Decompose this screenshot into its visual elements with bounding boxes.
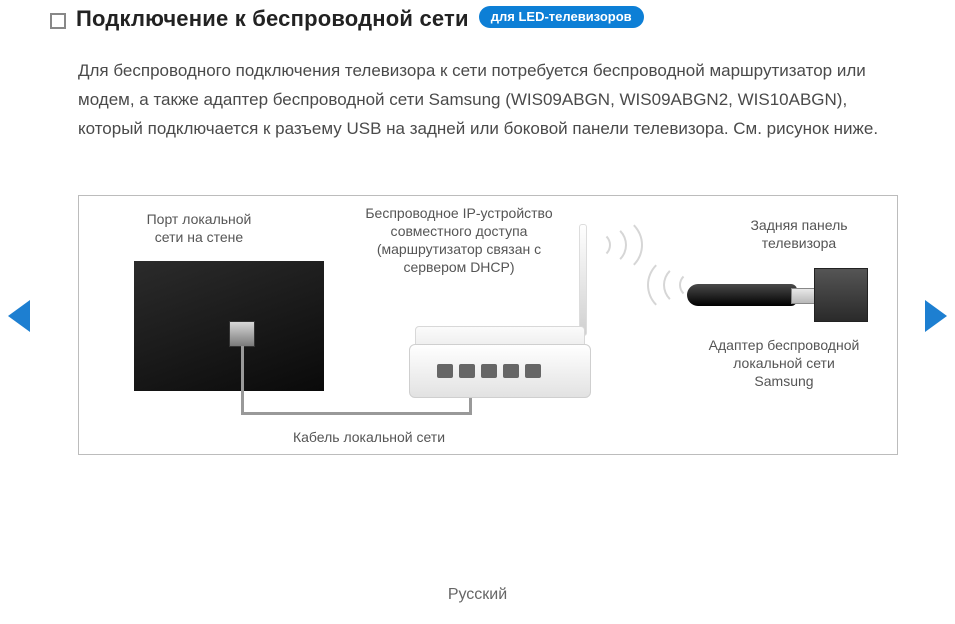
footer-language: Русский [0, 586, 955, 604]
label-router: Беспроводное IP-устройствосовместного до… [329, 204, 589, 276]
bullet-icon [50, 13, 66, 29]
intro-paragraph: Для беспроводного подключения телевизора… [78, 56, 898, 143]
lan-port-icon [229, 321, 255, 347]
led-tv-badge: для LED-телевизоров [479, 6, 644, 28]
label-cable: Кабель локальной сети [259, 428, 479, 446]
cable-segment [241, 412, 471, 415]
connection-diagram: Порт локальнойсети на стене Беспроводное… [78, 195, 898, 455]
usb-adapter-graphic [687, 284, 797, 306]
nav-next-button[interactable] [925, 300, 947, 332]
label-tv-rear: Задняя панельтелевизора [719, 216, 879, 252]
section-header: Подключение к беспроводной сети для LED-… [50, 6, 925, 32]
label-adapter: Адаптер беспроводнойлокальной сетиSamsun… [689, 336, 879, 390]
nav-prev-button[interactable] [8, 300, 30, 332]
label-wall-port: Порт локальнойсети на стене [119, 210, 279, 246]
router-graphic [409, 306, 599, 396]
tv-rear-graphic [814, 268, 868, 322]
body-text: Для беспроводного подключения телевизора… [78, 56, 898, 143]
cable-segment [241, 346, 244, 414]
section-title: Подключение к беспроводной сети [76, 6, 469, 32]
